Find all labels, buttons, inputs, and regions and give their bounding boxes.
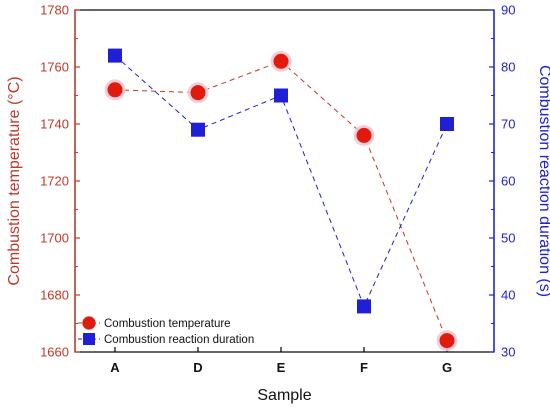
x-tick-label: G — [442, 360, 452, 375]
x-tick-label: A — [110, 360, 120, 375]
duration-point — [108, 48, 122, 63]
y2-tick-label: 50 — [501, 231, 515, 246]
y2-tick-label: 80 — [501, 60, 515, 75]
y2-tick-label: 90 — [501, 3, 515, 18]
y2-tick-label: 40 — [501, 288, 515, 303]
y-tick-label: 1680 — [40, 288, 69, 303]
y2-tick-label: 70 — [501, 117, 515, 132]
y2-tick-label: 30 — [501, 345, 515, 360]
temperature-point — [439, 333, 455, 349]
legend-label-duration: Combustion reaction duration — [104, 334, 254, 346]
y-tick-label: 1660 — [40, 345, 69, 360]
temperature-point — [107, 82, 123, 98]
duration-point — [357, 299, 371, 314]
ticks: 1660 1680 1700 1720 1740 1760 1780 30 40 50 60 70 80… — [40, 3, 515, 376]
temperature-series-line — [114, 60, 448, 341]
x-tick-label: F — [360, 360, 368, 375]
y-axis-title: Combustion temperature (°C) — [6, 76, 23, 285]
y-tick-label: 1720 — [40, 174, 69, 189]
legend-label-temperature: Combustion temperature — [104, 318, 231, 330]
series-markers — [104, 48, 458, 352]
legend-marker-temperature — [82, 316, 96, 330]
x-axis-title: Sample — [257, 387, 311, 404]
temperature-point — [190, 85, 206, 101]
y2-axis-title: Combustion reaction duration (s) — [536, 65, 550, 297]
y-tick-label: 1760 — [40, 60, 69, 75]
temperature-point — [356, 127, 372, 143]
legend: Combustion temperature Combustion reacti… — [78, 316, 254, 346]
legend-marker-duration — [83, 333, 95, 345]
x-tick-label: D — [193, 360, 202, 375]
y-tick-label: 1700 — [40, 231, 69, 246]
duration-point — [274, 88, 288, 103]
x-tick-label: E — [277, 360, 286, 375]
y-tick-label: 1780 — [40, 3, 69, 18]
y2-tick-label: 60 — [501, 174, 515, 189]
duration-point — [191, 122, 205, 137]
temperature-point — [273, 53, 289, 69]
duration-point — [440, 117, 454, 131]
y-tick-label: 1740 — [40, 117, 69, 132]
